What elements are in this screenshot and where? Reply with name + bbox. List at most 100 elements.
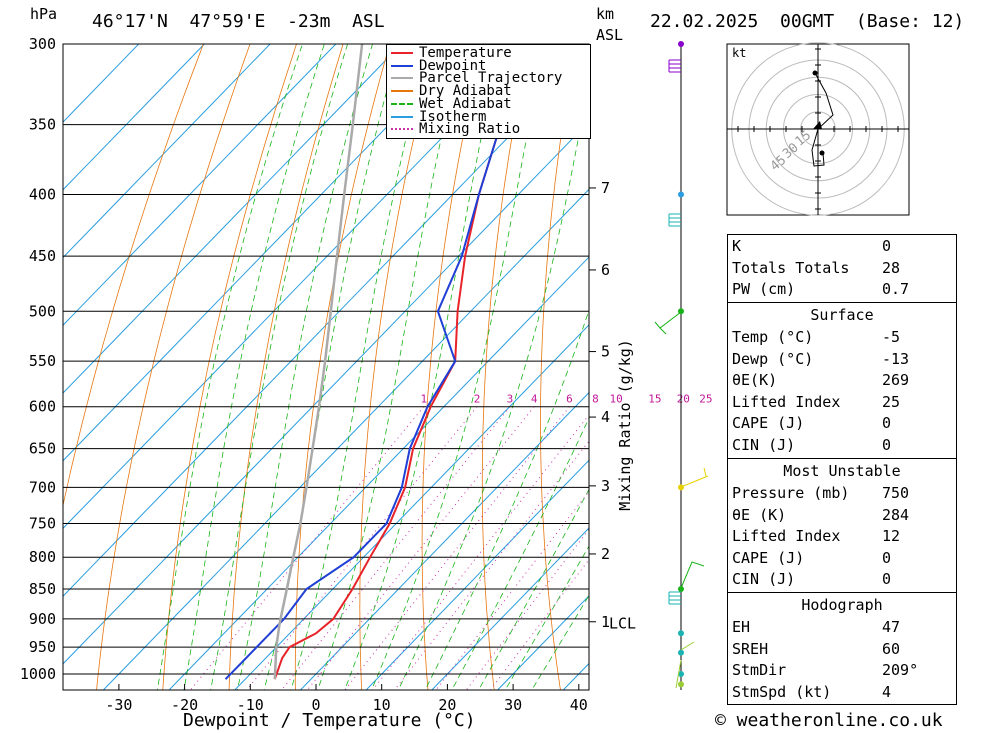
wind-barb	[675, 641, 695, 689]
mixing-ratio-line	[393, 440, 589, 690]
asl-unit-label: ASL	[596, 26, 624, 44]
legend-item: Wet Adiabat	[391, 95, 512, 112]
index-label: θE(K)	[732, 371, 778, 389]
index-value: 25	[882, 392, 901, 411]
temp-tick-label: -30	[105, 696, 132, 714]
temp-tick-label: 10	[373, 696, 391, 714]
pressure-tick-label: 550	[29, 352, 56, 370]
index-row: CAPE (J) 0	[728, 548, 956, 570]
index-row: SREH 60	[728, 639, 956, 661]
unstable-title: Most Unstable	[783, 462, 901, 480]
mixing-ratio-label: 2	[474, 393, 481, 406]
km-tick-label: 7	[601, 179, 610, 197]
isotherm-line	[63, 44, 403, 394]
pressure-tick-label: 450	[29, 247, 56, 265]
mixing-ratio-label: 8	[592, 393, 599, 406]
legend-swatch	[391, 128, 413, 131]
index-row: EH 47	[728, 617, 956, 639]
index-value: 4	[882, 682, 892, 701]
pressure-tick-label: 600	[29, 398, 56, 416]
legend-item: Isotherm	[391, 110, 486, 124]
isotherm-line	[168, 256, 589, 690]
legend-label: Dry Adiabat	[419, 83, 512, 100]
index-row: Temp (°C) -5	[728, 327, 956, 349]
legend-label: Dewpoint	[419, 57, 487, 74]
index-value: 750	[882, 484, 910, 502]
indices-most-unstable: Most Unstable Pressure (mb) 750 θE (K) 284 L…	[727, 458, 957, 593]
index-value: 28	[882, 258, 901, 277]
dry-adiabat-line	[481, 44, 530, 690]
index-value: 60	[882, 639, 901, 658]
isotherm-line	[63, 44, 468, 462]
index-row: CAPE (J) 0	[728, 413, 956, 435]
isotherm-line	[234, 324, 589, 690]
mixing-ratio-label: 6	[566, 393, 573, 406]
isotherm-line	[63, 120, 589, 665]
hodograph-point	[812, 70, 818, 76]
hodograph-trace	[811, 72, 834, 167]
hodograph-unit-label: kt	[732, 46, 746, 60]
wet-adiabat-line	[371, 44, 546, 690]
hodograph-title: Hodograph	[801, 596, 883, 614]
mixing-ratio-line	[489, 558, 589, 690]
dry-adiabat-line	[359, 44, 437, 690]
legend-item: Mixing Ratio	[391, 122, 520, 136]
index-row: θE (K) 284	[728, 505, 956, 527]
isotherm-line	[63, 44, 271, 259]
wind-barb	[654, 311, 682, 335]
isotherm-line	[63, 44, 206, 191]
dry-adiabat-line	[421, 44, 484, 690]
index-label: K	[732, 237, 742, 255]
index-row: CIN (J) 0	[728, 569, 956, 591]
dry-adiabat-line	[228, 44, 344, 690]
wet-adiabat-line	[157, 44, 303, 690]
wet-adiabat-line	[504, 545, 589, 690]
parcel-trajectory-line	[273, 44, 364, 680]
index-label: Lifted Index	[732, 527, 841, 545]
km-tick-label: 3	[601, 477, 610, 495]
temp-tick-label: -10	[237, 696, 264, 714]
mixing-ratio-label: 25	[699, 393, 712, 406]
legend-swatch	[391, 90, 413, 93]
x-axis-label: Dewpoint / Temperature (°C)	[183, 710, 476, 731]
temp-tick-label: 30	[504, 696, 522, 714]
indices-surface: Surface Temp (°C) -5 Dewp (°C) -13 θE(K) 269 L…	[727, 302, 957, 459]
hodograph-point	[819, 150, 825, 156]
mixing-ratio-line	[371, 414, 589, 690]
index-value: 12	[882, 527, 901, 545]
legend-swatch	[391, 77, 413, 80]
index-row: CIN (J) 0	[728, 435, 956, 457]
legend-item: Dry Adiabat	[391, 83, 512, 100]
pressure-tick-label: 500	[29, 302, 56, 320]
km-tick-label: 1	[601, 613, 610, 631]
wet-adiabat-line	[236, 44, 373, 690]
km-tick-label: 2	[601, 545, 610, 563]
isotherm-line	[102, 188, 589, 690]
legend-item: Temperature	[391, 46, 512, 60]
mixing-ratio-line	[465, 528, 589, 690]
wet-adiabat-line	[531, 594, 589, 690]
surface-title: Surface	[810, 306, 874, 324]
pressure-tick-label: 300	[29, 35, 56, 53]
wind-level-dot	[678, 649, 684, 656]
legend-label: Wet Adiabat	[419, 95, 512, 112]
index-label: CIN (J)	[732, 570, 796, 588]
pressure-tick-label: 350	[29, 116, 56, 134]
wet-adiabat-line	[290, 44, 431, 690]
mixing-ratio-label: 4	[531, 393, 538, 406]
storm-motion-marker	[813, 121, 822, 129]
indices-hodograph: Hodograph EH 47 SREH 60 StmDir 209° StmSpd (kt…	[727, 592, 957, 705]
wind-level-dot	[678, 484, 684, 491]
wind-level-dot	[678, 681, 684, 688]
legend-swatch	[391, 52, 413, 54]
index-value: 209°	[882, 661, 919, 679]
index-label: CAPE (J)	[732, 548, 805, 567]
index-label: CAPE (J)	[732, 414, 805, 432]
isotherm-line	[431, 527, 589, 690]
mixing-ratio-label: 10	[610, 393, 623, 406]
index-value: 0	[882, 548, 892, 567]
index-value: 0	[882, 435, 892, 454]
index-value: 0.7	[882, 280, 910, 298]
temperature-line	[273, 44, 534, 680]
pressure-tick-label: 800	[29, 548, 56, 566]
